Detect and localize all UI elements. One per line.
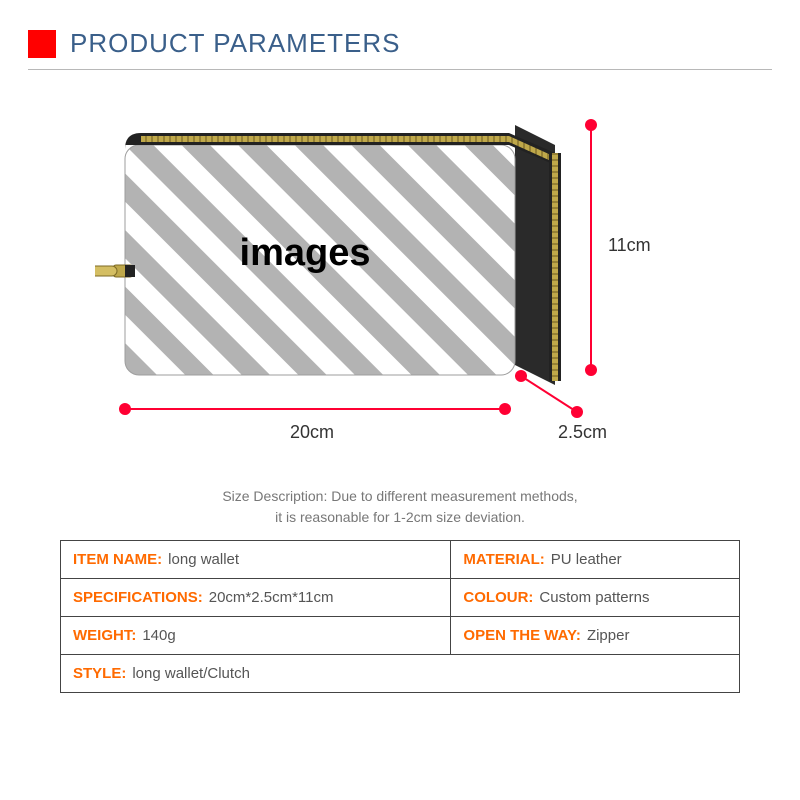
dimension-depth	[515, 370, 585, 410]
product-figure: images 20cm 11cm 2.5cm	[0, 70, 800, 480]
spec-table: ITEM NAME: long wallet MATERIAL: PU leathe…	[60, 540, 740, 693]
wallet-illustration: images	[95, 115, 575, 415]
spec-label: ITEM NAME:	[73, 551, 162, 568]
spec-value: PU leather	[551, 551, 622, 568]
accent-square-icon	[28, 30, 56, 58]
zipper-pull-icon	[95, 266, 117, 276]
spec-label: OPEN THE WAY:	[463, 627, 581, 644]
table-row: ITEM NAME: long wallet MATERIAL: PU leathe…	[61, 541, 740, 579]
dimension-dot-icon	[499, 403, 511, 415]
spec-label: SPECIFICATIONS:	[73, 589, 203, 606]
spec-value: 140g	[142, 627, 175, 644]
spec-value: Custom patterns	[539, 589, 649, 606]
header: PRODUCT PARAMETERS	[0, 0, 800, 59]
spec-label: COLOUR:	[463, 589, 533, 606]
size-desc-line2: it is reasonable for 1-2cm size deviatio…	[275, 509, 525, 525]
dimension-dot-icon	[515, 370, 527, 382]
placeholder-text: images	[240, 232, 371, 274]
spec-value: long wallet	[168, 551, 239, 568]
spec-label: MATERIAL:	[463, 551, 544, 568]
spec-label: WEIGHT:	[73, 627, 136, 644]
table-row: STYLE: long wallet/Clutch	[61, 655, 740, 693]
dimension-depth-label: 2.5cm	[558, 422, 607, 443]
dimension-height	[590, 125, 592, 370]
size-desc-line1: Size Description: Due to different measu…	[222, 488, 577, 504]
size-description: Size Description: Due to different measu…	[0, 486, 800, 528]
spec-label: STYLE:	[73, 665, 126, 682]
table-row: SPECIFICATIONS: 20cm*2.5cm*11cm COLOUR: Cu…	[61, 579, 740, 617]
dimension-dot-icon	[571, 406, 583, 418]
dimension-dot-icon	[585, 119, 597, 131]
spec-value: 20cm*2.5cm*11cm	[209, 589, 334, 606]
dimension-width-label: 20cm	[290, 422, 334, 443]
zipper-teeth-top	[141, 136, 509, 142]
spec-value: Zipper	[587, 627, 630, 644]
page-title: PRODUCT PARAMETERS	[70, 28, 401, 59]
dimension-height-label: 11cm	[608, 235, 651, 256]
spec-value: long wallet/Clutch	[132, 665, 250, 682]
dimension-width	[125, 408, 505, 410]
dimension-dot-icon	[119, 403, 131, 415]
table-row: WEIGHT: 140g OPEN THE WAY: Zipper	[61, 617, 740, 655]
zipper-teeth-side	[552, 153, 558, 381]
